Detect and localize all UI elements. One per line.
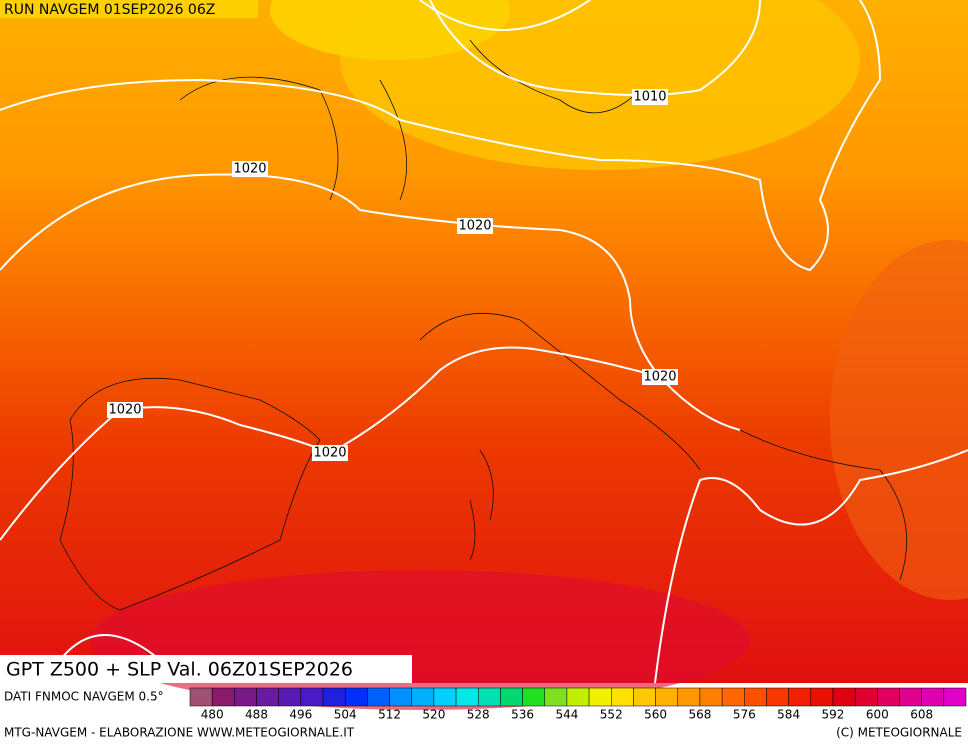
isobar-label: 1020: [458, 219, 491, 234]
color-swatch: [611, 687, 634, 707]
color-swatch: [234, 687, 257, 707]
color-swatch: [588, 687, 612, 707]
label-box: [312, 445, 348, 461]
colorbar-label: 544: [555, 708, 578, 722]
color-swatch: [899, 687, 922, 707]
label-box: [232, 161, 268, 177]
isobar: [429, 0, 761, 96]
run-header: RUN NAVGEM 01SEP2026 06Z: [4, 2, 215, 18]
colorbar-label: 552: [600, 708, 623, 722]
coastline: [59, 39, 908, 611]
color-swatch: [477, 687, 501, 707]
color-swatch: [832, 687, 856, 707]
colorbar-label: 504: [334, 708, 357, 722]
colorbar-label: 568: [688, 708, 711, 722]
isobar: [0, 0, 882, 272]
color-swatch: [322, 687, 346, 707]
header-box: [0, 0, 258, 18]
isobar-label: 1020: [313, 446, 346, 461]
label-box: [642, 369, 678, 385]
color-swatch: [367, 687, 390, 707]
colorbar-label: 592: [822, 708, 845, 722]
colorbar-label: 600: [866, 708, 889, 722]
color-swatch: [655, 687, 679, 707]
isobar-label: 1010: [633, 90, 666, 105]
colorbar-label: 512: [378, 708, 401, 722]
color-swatch: [633, 687, 656, 707]
color-swatch: [344, 687, 368, 707]
isobar-label: 1020: [233, 162, 266, 177]
color-swatch: [300, 687, 324, 707]
colorbar-label: 536: [511, 708, 534, 722]
colorbar-label: 528: [467, 708, 490, 722]
isobar-labels: 1010 1020 1020 1020 1020 1020: [107, 89, 678, 461]
map-area: 1010 1020 1020 1020 1020 1020 RUN NAVGEM…: [0, 0, 968, 710]
colorbar: 480 488 496 504 512 520 528 536 544 552 560 568 576 5…: [189, 687, 967, 722]
color-swatch: [877, 687, 900, 707]
isobar-label: 1020: [108, 403, 141, 418]
isobar: [419, 0, 591, 31]
color-swatch: [211, 687, 235, 707]
color-swatch: [699, 687, 723, 707]
copyright: (C) METEOGIORNALE: [836, 726, 962, 740]
colorbar-label: 576: [733, 708, 756, 722]
color-swatch: [522, 687, 545, 707]
credit: MTG-NAVGEM - ELABORAZIONE WWW.METEOGIORN…: [4, 726, 355, 740]
label-box: [107, 402, 143, 418]
color-swatch: [921, 687, 945, 707]
label-box: [457, 218, 493, 234]
color-swatch: [278, 687, 302, 707]
colorbar-label: 584: [777, 708, 800, 722]
color-swatch: [500, 687, 523, 707]
color-swatch: [256, 687, 279, 707]
colorbar-label: 496: [289, 708, 312, 722]
color-swatch: [411, 687, 435, 707]
isobar: [59, 634, 161, 661]
field-mid: [830, 240, 968, 600]
color-swatch: [788, 687, 812, 707]
map-title: GPT Z500 + SLP Val. 06Z01SEP2026: [6, 659, 353, 681]
color-swatch: [566, 687, 590, 707]
color-swatch: [189, 687, 213, 707]
color-swatch: [433, 687, 457, 707]
color-swatch: [766, 687, 789, 707]
data-source: DATI FNMOC NAVGEM 0.5°: [4, 690, 164, 704]
colorbar-label: 608: [910, 708, 933, 722]
isobar-label: 1020: [643, 370, 676, 385]
color-swatch: [389, 687, 412, 707]
colorbar-label: 488: [245, 708, 268, 722]
label-box: [632, 89, 668, 105]
field-high: [270, 0, 510, 60]
colorbar-label: 520: [422, 708, 445, 722]
color-swatch: [943, 687, 967, 707]
colorbar-label: 560: [644, 708, 667, 722]
color-swatch: [744, 687, 767, 707]
color-swatch: [854, 687, 878, 707]
colorbar-label: 480: [201, 708, 224, 722]
color-swatch: [455, 687, 479, 707]
isobar: [654, 449, 968, 684]
color-swatch: [721, 687, 745, 707]
color-swatch: [544, 687, 568, 707]
color-swatch: [677, 687, 701, 707]
color-swatch: [810, 687, 834, 707]
title-box: [0, 655, 412, 683]
